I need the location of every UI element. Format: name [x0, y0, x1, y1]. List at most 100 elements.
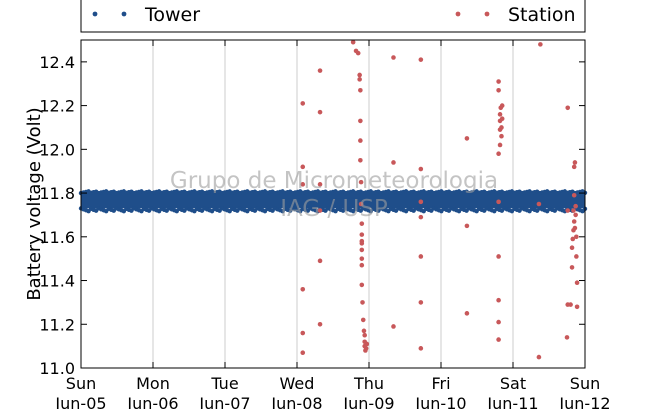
station-point: [564, 335, 570, 340]
station-point: [391, 160, 396, 165]
station-point: [391, 324, 396, 329]
y-axis-label: Battery voltage (Volt): [24, 107, 45, 300]
station-point: [358, 118, 363, 124]
station-point: [499, 103, 505, 108]
station-point: [361, 328, 367, 334]
station-point: [300, 350, 306, 355]
station-point: [359, 241, 365, 246]
station-point: [464, 223, 470, 229]
station-point: [360, 300, 365, 305]
legend-marker-tower: [92, 11, 98, 17]
station-point: [359, 232, 365, 237]
station-point: [360, 317, 366, 323]
station-point: [359, 262, 365, 268]
legend-box: [80, 0, 586, 33]
station-point: [499, 116, 505, 122]
station-point: [574, 304, 580, 310]
station-point: [464, 311, 470, 316]
station-point: [496, 199, 501, 205]
station-point: [391, 55, 396, 60]
station-point: [499, 133, 504, 139]
station-point: [496, 254, 501, 259]
station-point: [565, 208, 571, 213]
y-tick-label: 11.8: [39, 184, 75, 203]
station-point: [496, 297, 501, 303]
station-point: [536, 354, 542, 360]
station-point: [565, 105, 571, 111]
x-tick-label-date: Jun-08: [270, 394, 322, 409]
x-tick-label-date: Jun-11: [486, 394, 538, 409]
station-point: [357, 72, 362, 78]
legend-marker-station: [484, 11, 490, 17]
station-point: [464, 136, 470, 141]
station-point: [359, 221, 365, 226]
station-point: [317, 182, 323, 187]
y-tick-label: 12.0: [39, 140, 75, 159]
station-point: [418, 300, 424, 305]
station-point: [568, 302, 573, 307]
station-point: [571, 219, 577, 224]
station-point: [573, 212, 578, 218]
station-point: [496, 79, 501, 84]
station-series: [300, 39, 580, 360]
legend: Tower Station: [80, 0, 586, 33]
station-point: [572, 225, 578, 231]
y-tick-label: 12.2: [39, 97, 75, 116]
x-tick-label-day: Mon: [136, 374, 170, 393]
station-point: [317, 68, 323, 73]
legend-label-station: Station: [508, 4, 576, 26]
station-point: [574, 280, 580, 286]
station-point: [571, 192, 577, 198]
station-point: [570, 236, 576, 242]
x-tick-label-day: Tue: [210, 374, 238, 393]
station-point: [359, 282, 365, 288]
y-tick-label: 11.0: [39, 359, 75, 378]
x-tick-label-day: Wed: [280, 374, 315, 393]
station-point: [418, 346, 424, 351]
station-point: [571, 164, 577, 170]
station-point: [573, 203, 578, 209]
tower-band: [81, 193, 585, 209]
station-point: [358, 201, 364, 207]
legend-marker-station: [455, 11, 461, 17]
station-point: [357, 77, 362, 82]
station-point: [418, 166, 424, 172]
legend-item-station: Station: [455, 4, 576, 26]
y-tick-label: 11.4: [39, 272, 75, 291]
x-tick-label-day: Thu: [353, 374, 384, 393]
station-point: [418, 57, 424, 62]
station-point: [358, 179, 364, 185]
station-point: [317, 208, 323, 213]
plot-frame: [80, 39, 586, 369]
x-tick-label-date: Jun-07: [198, 394, 250, 409]
legend-label-tower: Tower: [144, 4, 200, 26]
station-point: [300, 286, 306, 292]
watermark-line-1: Grupo de Micrometeorologia: [170, 168, 498, 194]
watermark: Grupo de Micrometeorologia IAG / USP: [170, 168, 498, 222]
x-axis: SunJun-05MonJun-06TueJun-07WedJun-08ThuJ…: [54, 40, 611, 409]
legend-item-tower: Tower: [92, 4, 200, 26]
station-point: [418, 214, 424, 220]
y-tick-label: 11.2: [39, 315, 75, 334]
station-point: [317, 109, 323, 115]
station-point: [569, 245, 575, 251]
watermark-line-2: IAG / USP: [280, 196, 388, 222]
station-point: [571, 208, 576, 213]
station-point: [418, 254, 424, 259]
station-point: [300, 164, 306, 170]
x-tick-label-date: Jun-06: [126, 394, 178, 409]
x-tick-label-date: Jun-09: [342, 394, 394, 409]
station-point: [300, 330, 306, 336]
station-point: [317, 321, 323, 327]
station-point: [359, 256, 365, 261]
x-tick-label-day: Sun: [570, 374, 600, 393]
x-tick-label-day: Sat: [500, 374, 526, 393]
station-point: [496, 337, 501, 342]
x-tick-label-date: Jun-12: [558, 394, 610, 409]
y-tick-label: 12.4: [39, 53, 75, 72]
station-point: [350, 39, 356, 45]
station-point: [300, 182, 306, 187]
tower-series: [78, 189, 588, 214]
station-point: [499, 125, 504, 130]
